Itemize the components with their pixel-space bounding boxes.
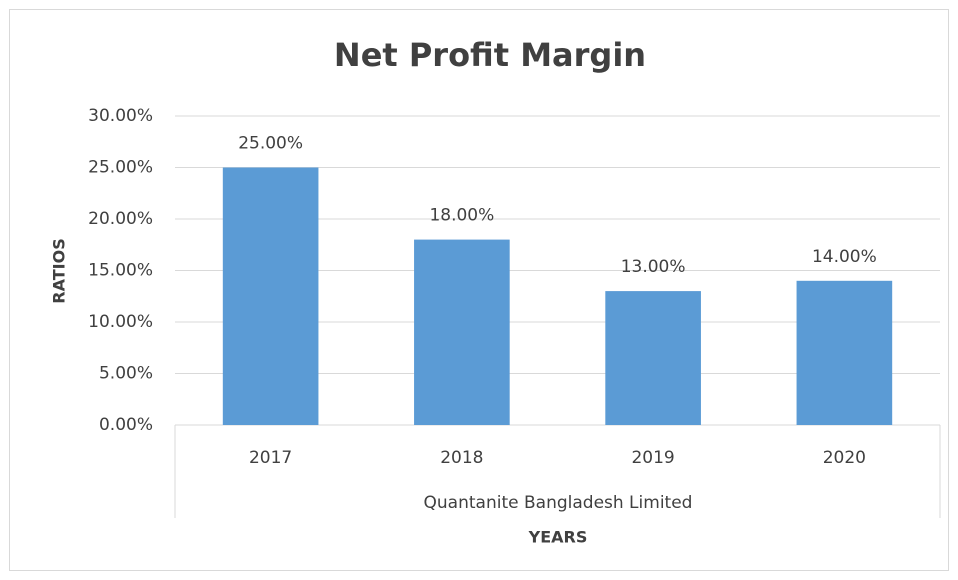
y-tick-label: 15.00%	[88, 261, 153, 281]
bar	[222, 167, 319, 425]
bar	[605, 291, 701, 425]
y-tick-label: 30.00%	[88, 106, 153, 126]
x-tick-label: 2019	[631, 448, 674, 468]
x-tick-label: 2017	[249, 448, 292, 468]
y-tick-label: 10.00%	[88, 312, 153, 332]
y-tick-label: 0.00%	[99, 415, 153, 435]
x-axis-label: YEARS	[528, 528, 588, 547]
y-tick-label: 5.00%	[99, 364, 153, 384]
value-label: 18.00%	[429, 206, 494, 226]
group-label: Quantanite Bangladesh Limited	[424, 493, 693, 513]
bar	[414, 239, 510, 425]
x-tick-label: 2020	[823, 448, 866, 468]
value-label: 25.00%	[238, 134, 303, 154]
value-label: 14.00%	[812, 247, 877, 267]
y-axis-label: RATIOS	[50, 238, 69, 303]
chart-title: Net Profit Margin	[334, 36, 646, 74]
y-tick-label: 25.00%	[88, 158, 153, 178]
x-tick-label: 2018	[440, 448, 483, 468]
y-tick-label: 20.00%	[88, 209, 153, 229]
value-label: 13.00%	[621, 257, 686, 277]
bar	[796, 280, 893, 425]
